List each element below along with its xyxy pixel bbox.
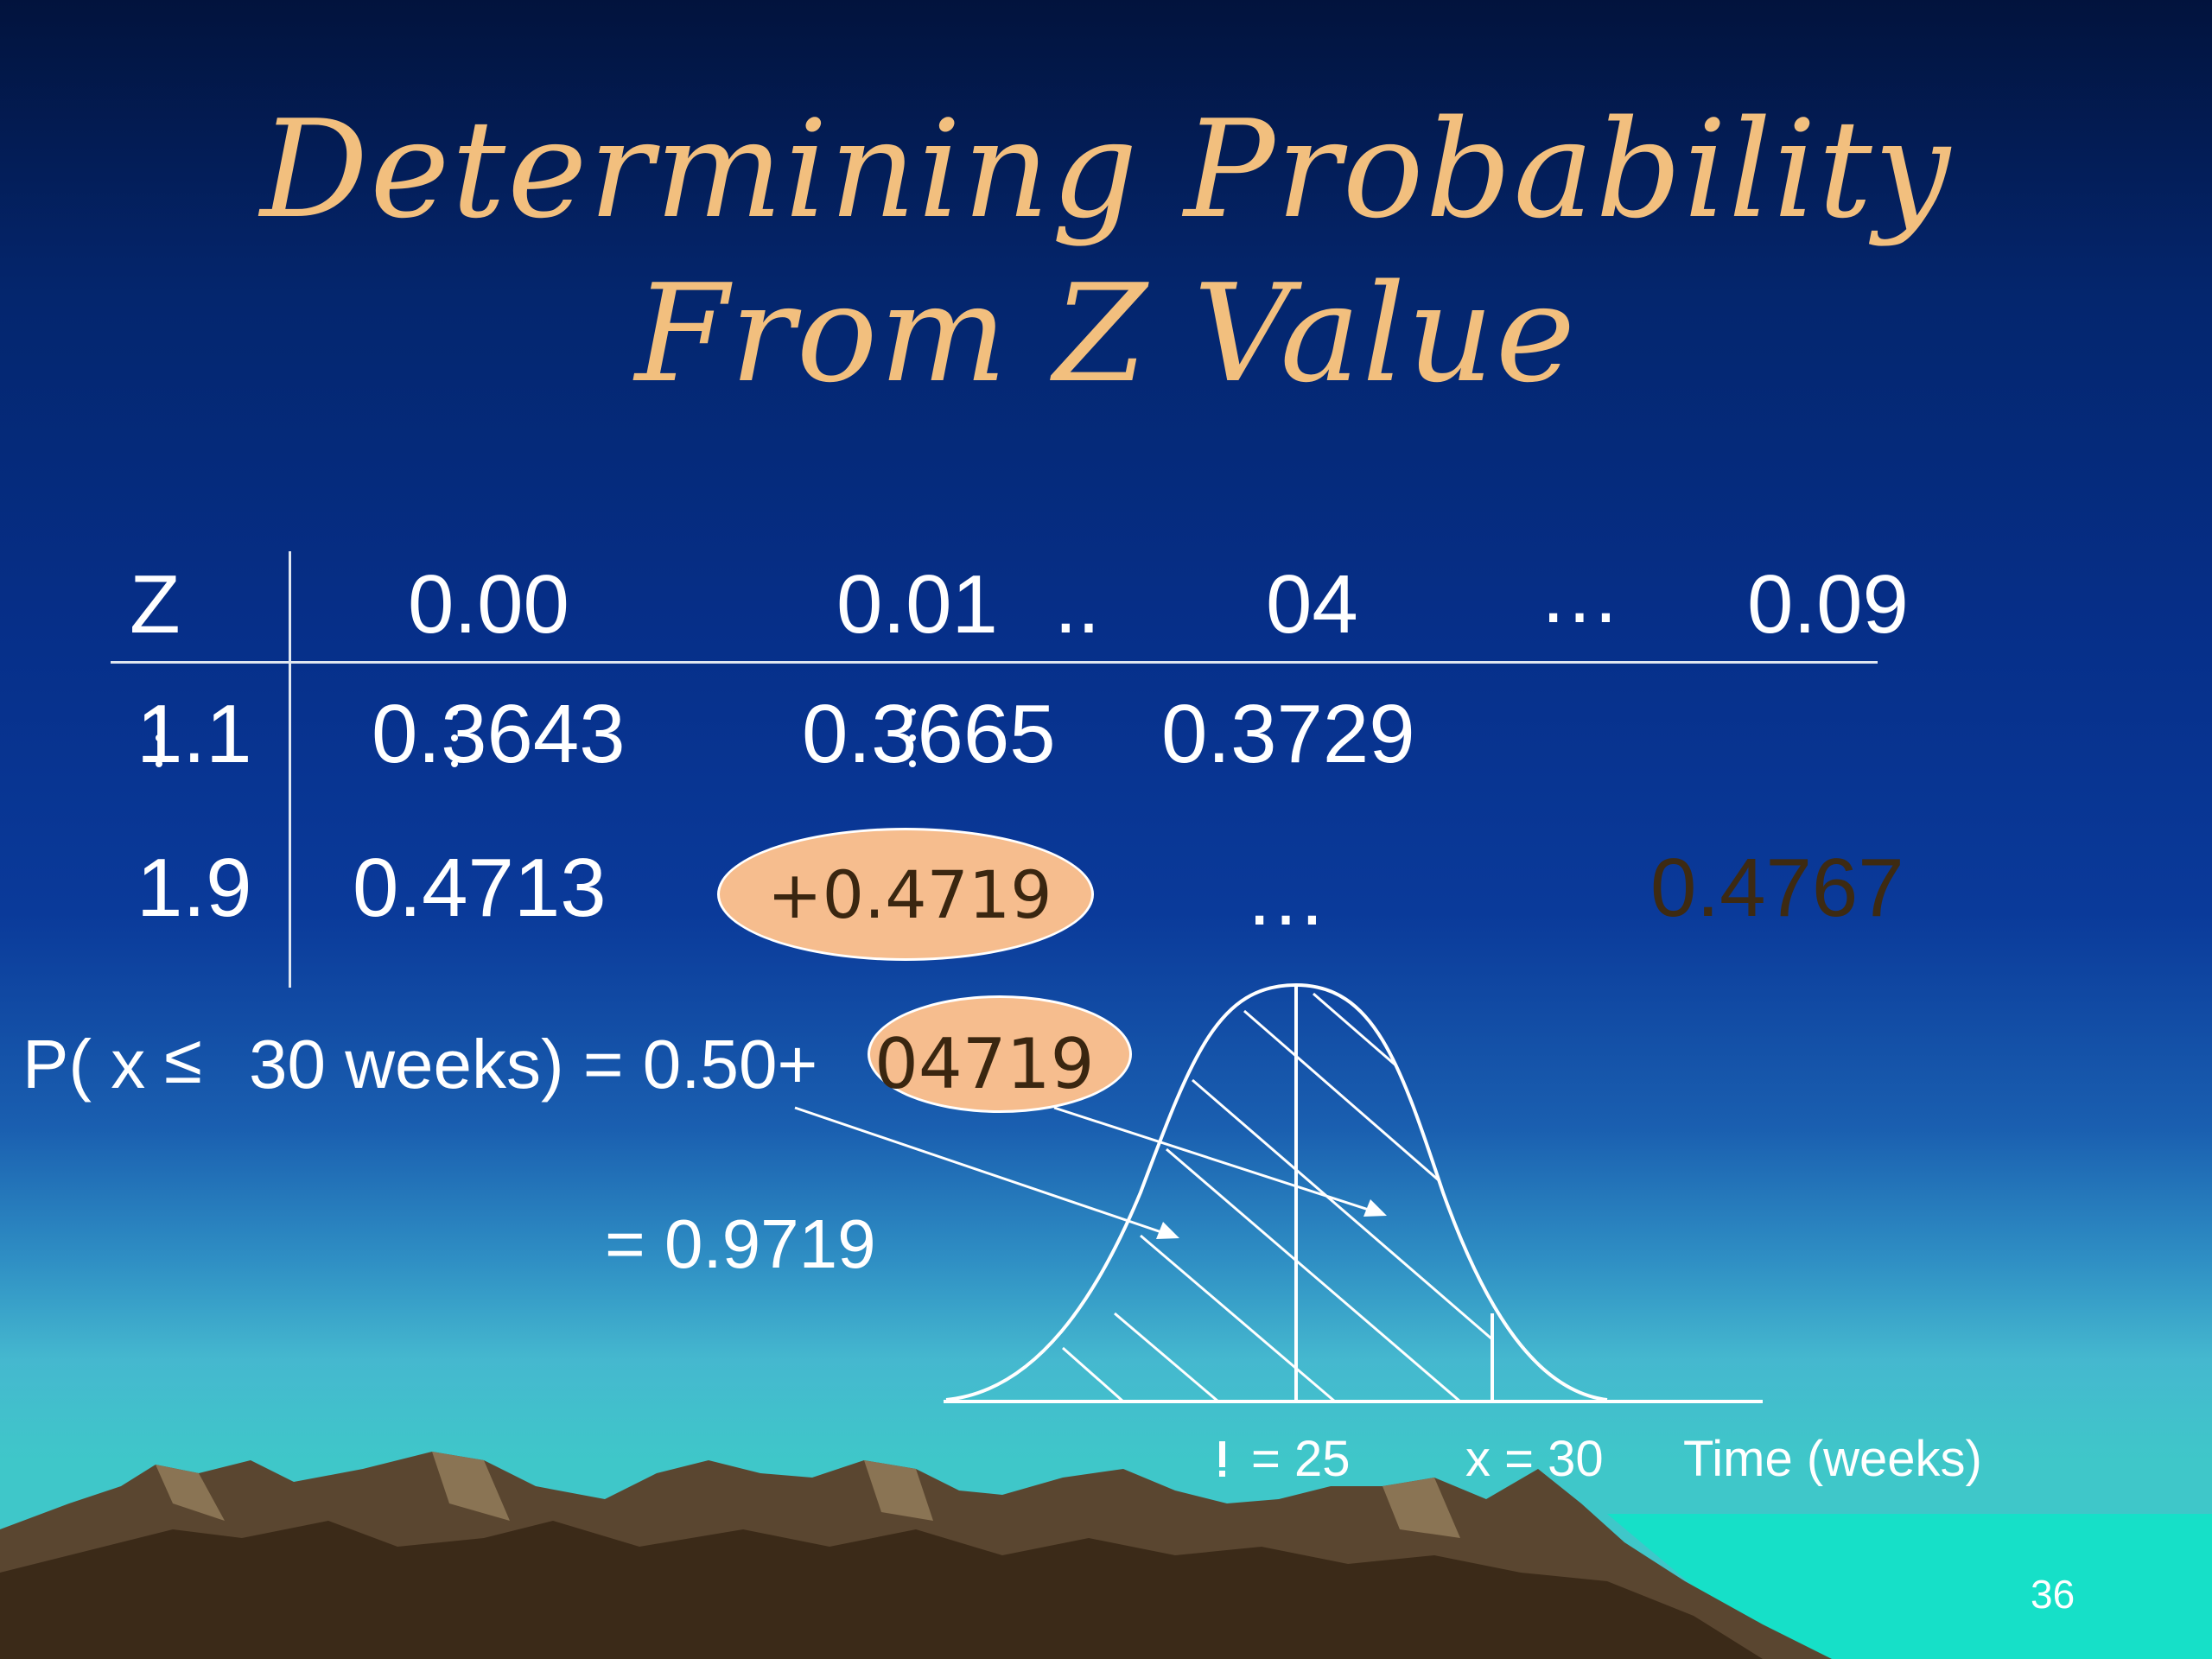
header-col-009: 0.09 [1747, 558, 1909, 651]
row2-col-000: 0.4713 [353, 842, 607, 934]
mu-label: = 25 [1251, 1431, 1351, 1487]
x-label: x = 30 [1465, 1431, 1604, 1487]
vertical-ellipsis [909, 709, 916, 786]
mountain-highlight [432, 1452, 510, 1521]
page-number: 36 [2031, 1572, 2075, 1617]
less-equal-symbol: ≤ [164, 1020, 202, 1097]
table-header-rule [111, 661, 1878, 664]
equation-suffix: 30 weeks) = 0.50+ [249, 1026, 818, 1103]
arrow-head [1363, 1199, 1387, 1217]
header-z: Z [130, 558, 181, 651]
mountain-highlight [1382, 1478, 1460, 1538]
row2-z: 1.9 [137, 842, 252, 934]
mountain-shadow [0, 1521, 1763, 1659]
arrow-head [1156, 1222, 1179, 1239]
mountain-highlight [156, 1465, 225, 1521]
row1-col-04: 0.3729 [1161, 688, 1415, 780]
header-col-001: 0.01 [836, 558, 998, 651]
table-column-rule [289, 551, 291, 988]
vertical-ellipsis [451, 709, 458, 786]
equation-highlight: 04719 [874, 1024, 1095, 1104]
header-col-000: 0.00 [408, 558, 569, 651]
slide-title-line-2: From Z Value [634, 255, 1578, 412]
mu-symbol-icon [1219, 1441, 1225, 1477]
row2-col-001: +0.4719 [767, 856, 1052, 933]
shaded-region-hatching [1062, 992, 1493, 1400]
header-dots: .. [1054, 558, 1101, 651]
row2-ellipsis: … [1244, 850, 1327, 943]
highlight-oval-table [717, 828, 1094, 961]
row2-col-009: 0.4767 [1650, 842, 1904, 934]
header-ellipsis: … [1538, 548, 1621, 640]
mountain-highlight [864, 1460, 933, 1521]
slide-title-line-1: Determining Probability [260, 91, 1952, 248]
vertical-ellipsis [156, 709, 162, 786]
header-col-04: 04 [1266, 558, 1358, 651]
row1-col-000: 0.3643 [372, 688, 626, 780]
equation-result: = 0.9719 [605, 1205, 876, 1282]
arrow-line [1053, 1106, 1375, 1213]
arrow-line [794, 1106, 1167, 1236]
axis-label: Time (weeks) [1683, 1431, 1982, 1487]
equation-prefix: P( x [22, 1026, 146, 1103]
highlight-oval-equation [868, 995, 1132, 1113]
row1-col-001: 0.3665 [802, 688, 1056, 780]
